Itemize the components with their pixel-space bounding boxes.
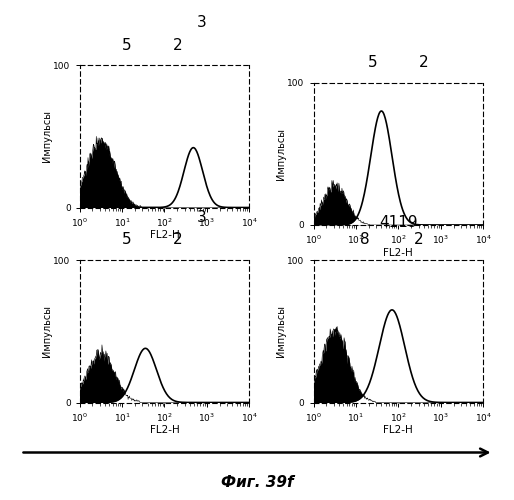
- Text: 2: 2: [173, 38, 183, 52]
- Text: 5: 5: [122, 232, 132, 248]
- Text: 5: 5: [122, 38, 132, 52]
- Text: 8: 8: [360, 232, 369, 248]
- X-axis label: FL2-H: FL2-H: [150, 426, 179, 436]
- Text: 5: 5: [368, 55, 378, 70]
- Text: 2: 2: [173, 232, 183, 248]
- X-axis label: FL2-H: FL2-H: [383, 426, 413, 436]
- Text: Фиг. 39f: Фиг. 39f: [221, 475, 293, 490]
- Text: 4119: 4119: [379, 215, 418, 230]
- Y-axis label: Импульсы: Импульсы: [276, 305, 286, 357]
- Y-axis label: Импульсы: Импульсы: [276, 128, 286, 180]
- Text: 2: 2: [414, 232, 424, 248]
- Y-axis label: Импульсы: Импульсы: [42, 110, 52, 162]
- X-axis label: FL2-H: FL2-H: [383, 248, 413, 258]
- X-axis label: FL2-H: FL2-H: [150, 230, 179, 240]
- Y-axis label: Импульсы: Импульсы: [42, 305, 52, 357]
- Text: 3: 3: [197, 210, 207, 225]
- Text: 3: 3: [197, 15, 207, 30]
- Text: 2: 2: [419, 55, 429, 70]
